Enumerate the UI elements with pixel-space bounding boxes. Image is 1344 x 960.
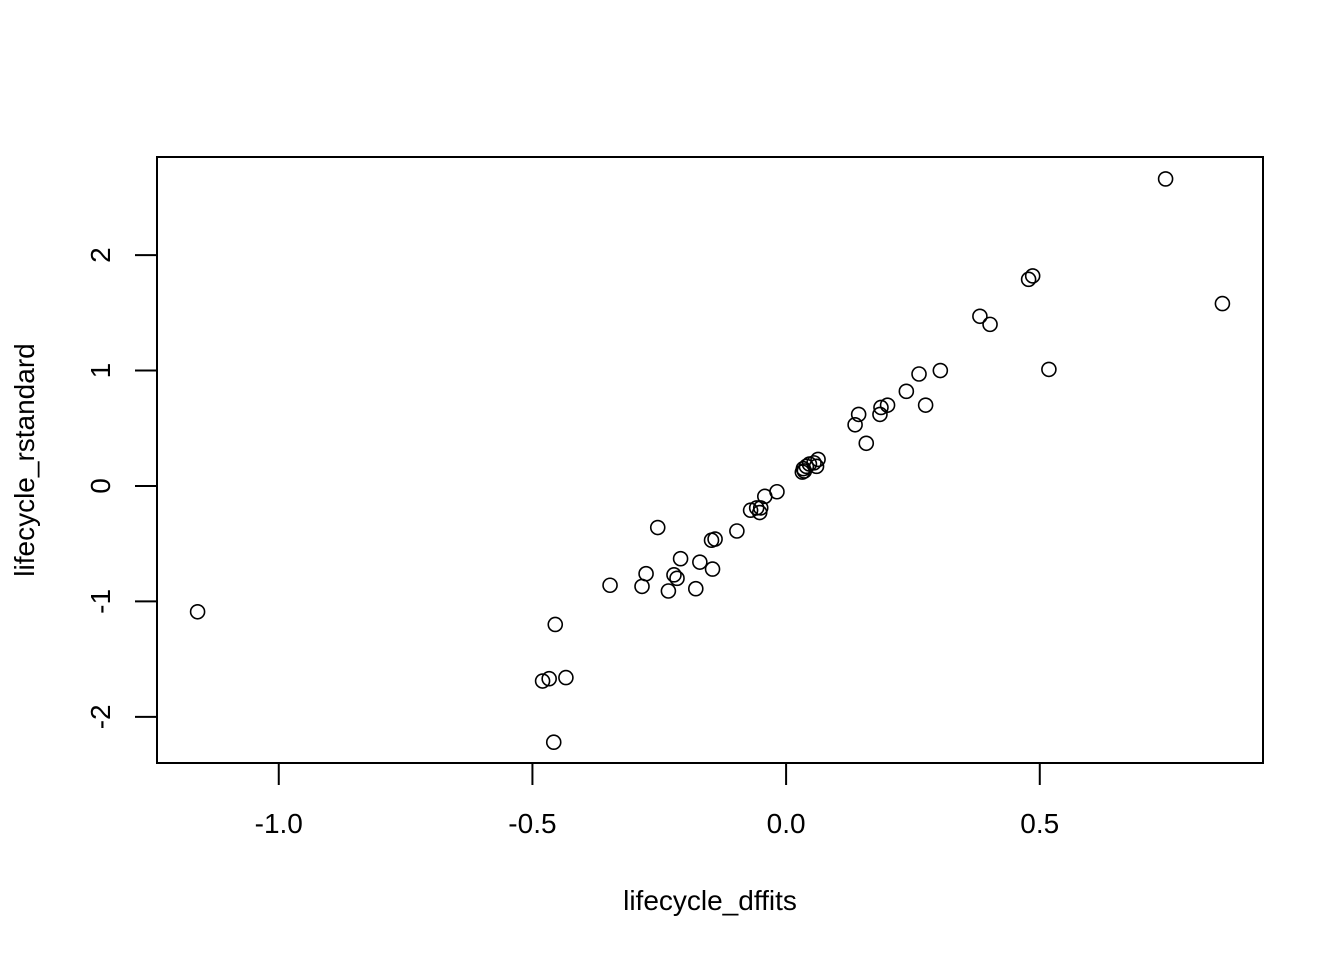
data-point xyxy=(1214,295,1231,312)
data-point xyxy=(704,561,721,577)
data-point xyxy=(917,397,934,413)
data-point xyxy=(748,500,765,516)
data-point xyxy=(660,583,677,599)
data-point xyxy=(666,567,682,583)
y-axis-label: lifecycle_rstandard xyxy=(9,343,40,576)
data-point xyxy=(911,366,927,382)
data-point xyxy=(1157,171,1174,187)
y-tick-label: -1 xyxy=(85,589,116,614)
data-point xyxy=(1041,361,1057,378)
data-point xyxy=(808,458,825,475)
data-points xyxy=(189,171,1231,751)
y-tick-label: 2 xyxy=(85,247,116,263)
data-point xyxy=(850,406,867,423)
x-tick-label: -0.5 xyxy=(508,808,556,839)
data-point xyxy=(752,500,769,516)
x-tick-label: 0.5 xyxy=(1020,808,1059,839)
data-point xyxy=(672,550,689,567)
plot-frame xyxy=(156,156,1264,764)
data-point xyxy=(534,673,551,689)
data-point xyxy=(1024,268,1041,284)
data-point xyxy=(638,565,654,582)
data-point xyxy=(847,416,863,433)
data-point xyxy=(872,406,888,423)
y-axis: -2 -1 0 1 2 xyxy=(85,247,158,729)
data-point xyxy=(649,519,666,536)
data-point xyxy=(707,531,723,547)
data-point xyxy=(602,577,618,594)
data-point xyxy=(769,483,785,500)
data-point xyxy=(189,603,206,620)
data-point xyxy=(806,455,822,471)
data-point xyxy=(798,458,815,475)
y-tick-label: 1 xyxy=(85,363,116,379)
data-point xyxy=(729,523,745,539)
data-point xyxy=(810,451,826,468)
data-point xyxy=(692,554,708,570)
data-point xyxy=(545,734,562,751)
data-point xyxy=(1020,271,1037,288)
data-point xyxy=(541,670,557,687)
data-point xyxy=(932,362,949,379)
x-axis-label: lifecycle_dffits xyxy=(623,885,797,916)
y-tick-label: -2 xyxy=(85,704,116,729)
data-point xyxy=(879,397,896,413)
x-axis: -1.0 -0.5 0.0 0.5 xyxy=(255,762,1059,839)
data-point xyxy=(898,383,915,400)
data-point xyxy=(558,669,574,686)
data-point xyxy=(634,578,650,595)
x-tick-label: 0.0 xyxy=(767,808,806,839)
data-point xyxy=(858,435,875,452)
y-tick-label: 0 xyxy=(85,478,116,494)
data-point xyxy=(982,316,998,333)
data-point xyxy=(547,616,564,633)
data-point xyxy=(972,308,988,325)
data-point xyxy=(687,580,704,597)
x-tick-label: -1.0 xyxy=(255,808,303,839)
data-point xyxy=(873,399,889,416)
data-point xyxy=(669,570,685,587)
